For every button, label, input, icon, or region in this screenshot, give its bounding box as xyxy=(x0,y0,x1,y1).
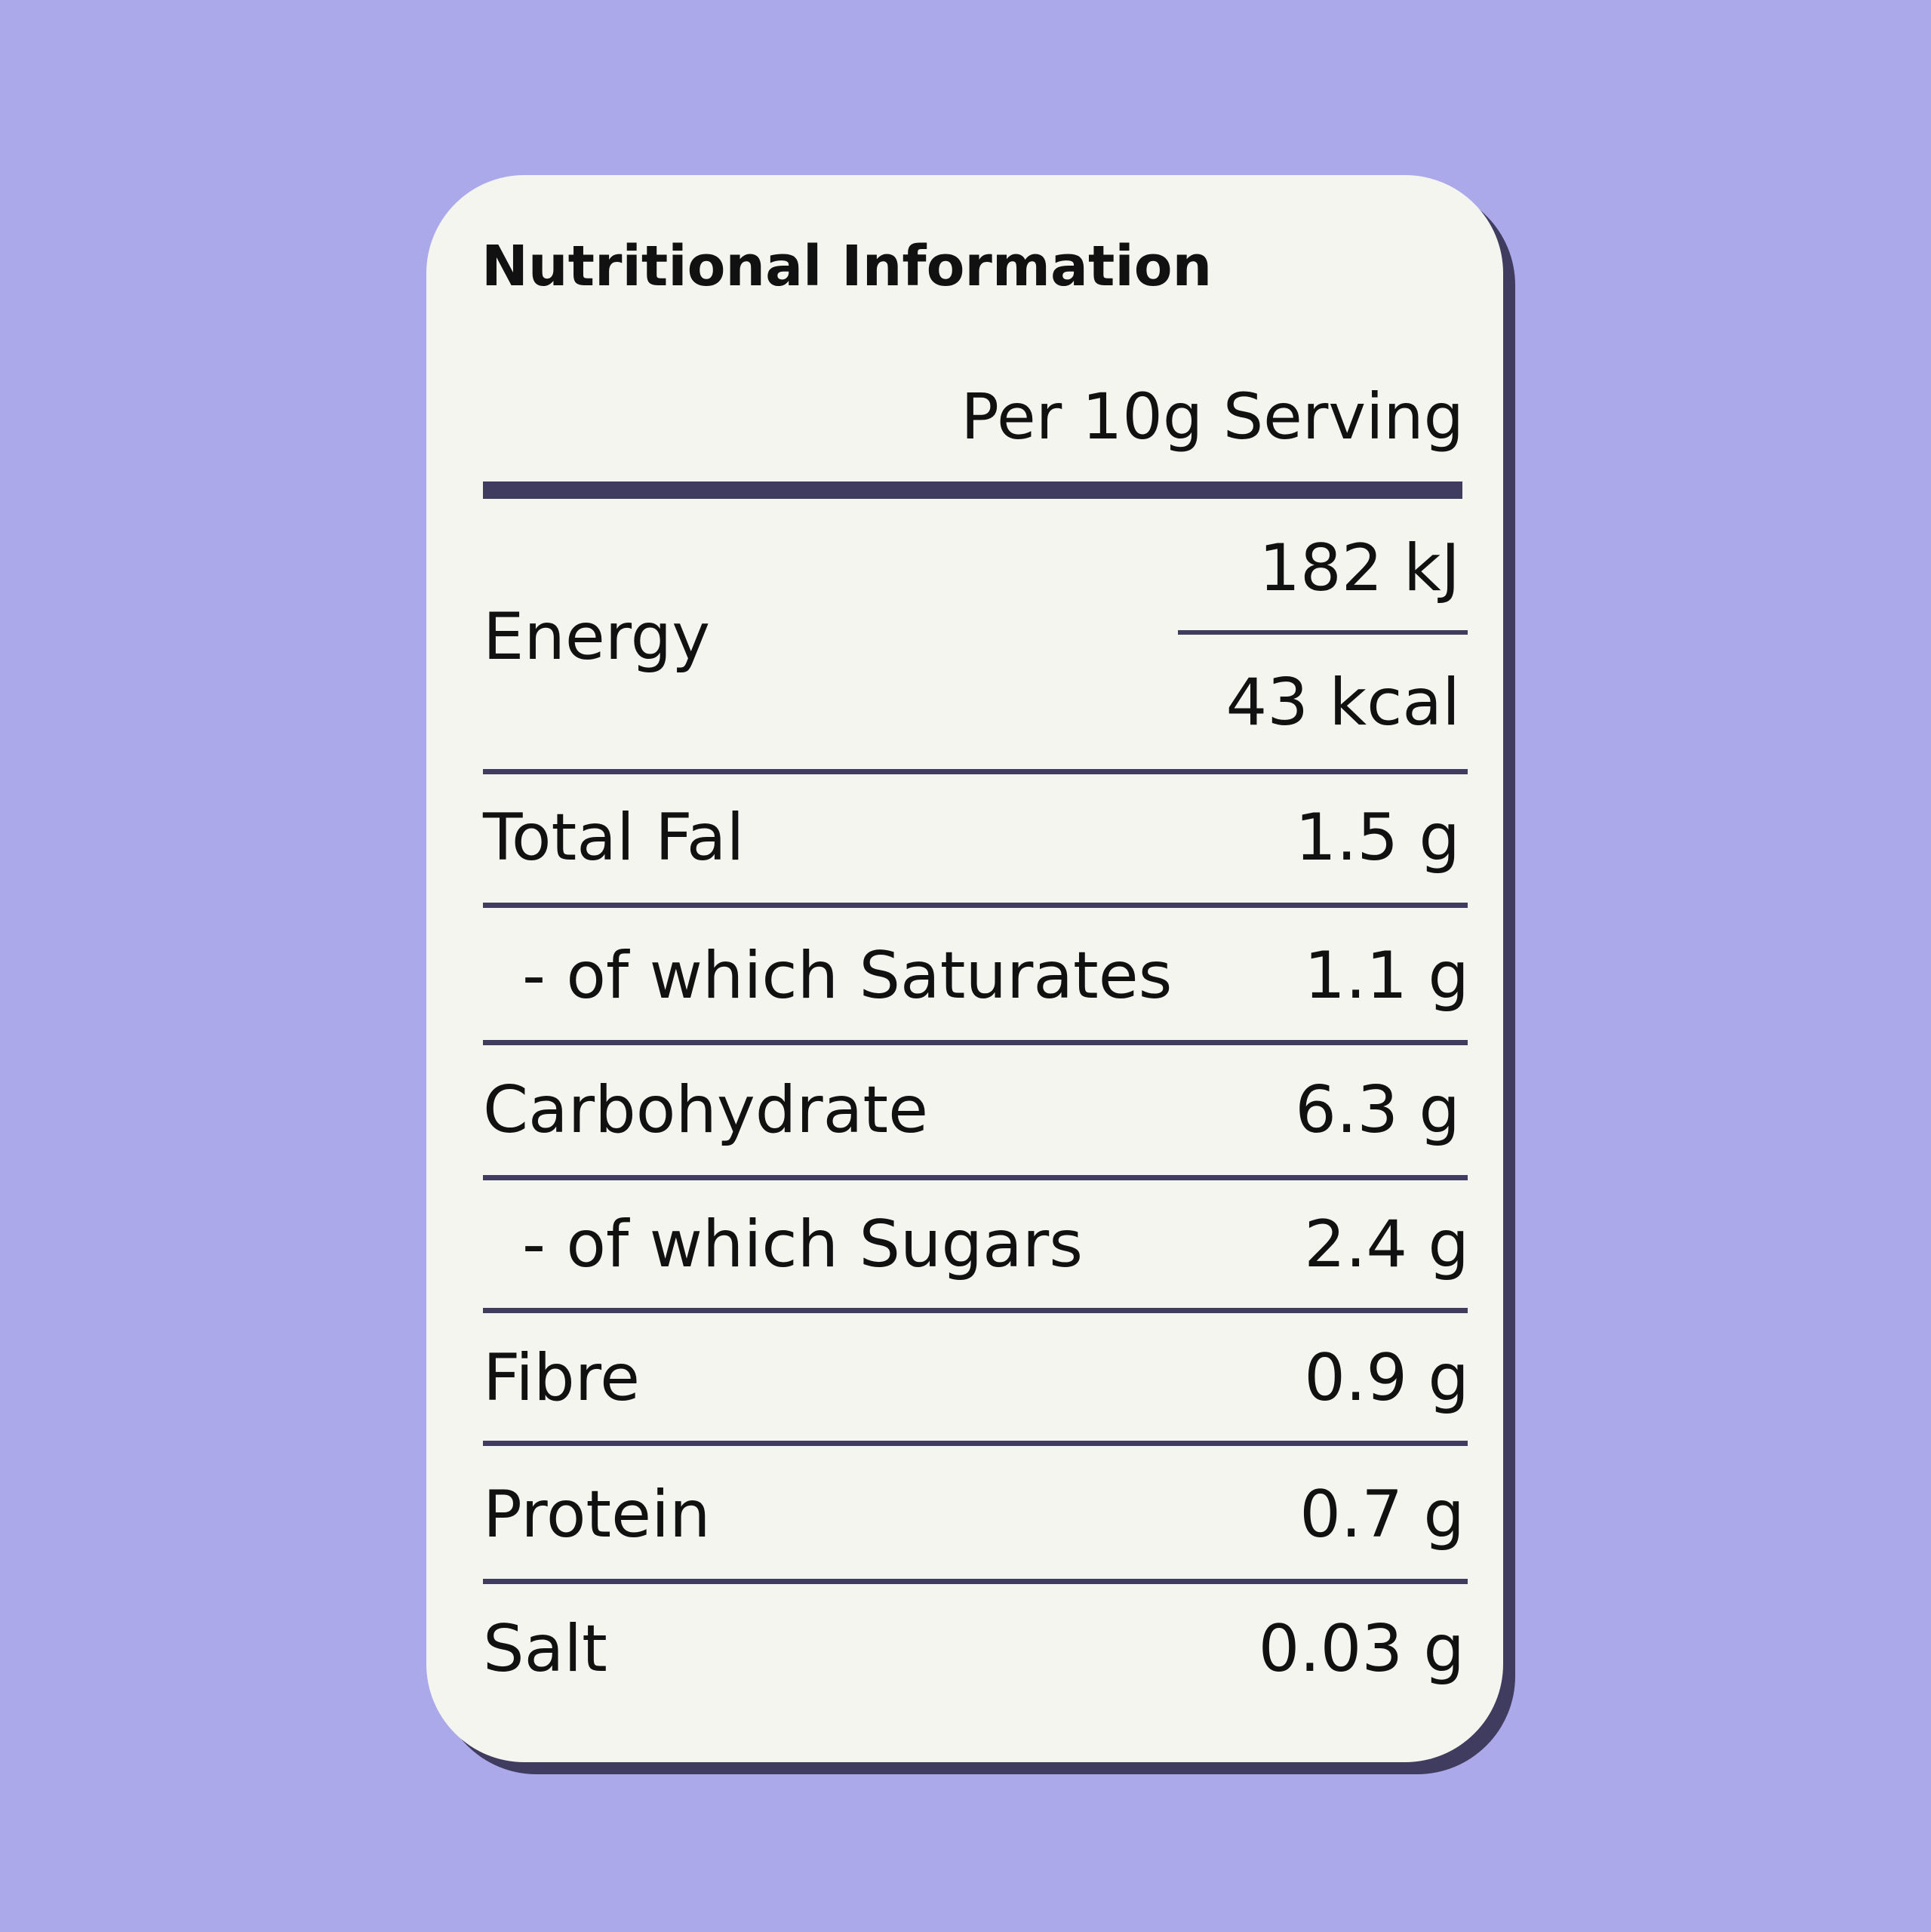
row-divider xyxy=(483,769,1468,774)
energy-kcal-value: 43 kcal xyxy=(1225,665,1460,740)
nutrition-card xyxy=(426,175,1503,1762)
card-title: Nutritional Information xyxy=(481,234,1213,299)
row-value-protein: 0.7 g xyxy=(1299,1477,1465,1552)
row-label-total-fat: Total Fal xyxy=(483,800,745,875)
row-value-saturates: 1.1 g xyxy=(1304,938,1469,1014)
row-value-carbohydrate: 6.3 g xyxy=(1295,1072,1460,1148)
row-value-total-fat: 1.5 g xyxy=(1295,800,1460,875)
row-divider xyxy=(483,1040,1468,1045)
row-label-saturates: - of which Saturates xyxy=(522,938,1173,1014)
row-divider xyxy=(483,1579,1468,1584)
row-label-salt: Salt xyxy=(483,1611,607,1687)
row-value-sugars: 2.4 g xyxy=(1304,1207,1469,1282)
row-label-sugars: - of which Sugars xyxy=(522,1207,1084,1282)
header-divider xyxy=(483,481,1462,499)
row-divider xyxy=(483,1175,1468,1180)
energy-label: Energy xyxy=(483,599,711,675)
column-header: Per 10g Serving xyxy=(961,380,1464,454)
row-divider xyxy=(483,1308,1468,1313)
row-divider xyxy=(483,1441,1468,1446)
row-label-fibre: Fibre xyxy=(483,1340,641,1416)
row-divider xyxy=(483,903,1468,908)
row-label-protein: Protein xyxy=(483,1477,711,1552)
energy-divider xyxy=(1178,630,1468,635)
row-value-salt: 0.03 g xyxy=(1258,1611,1465,1687)
energy-kj-value: 182 kJ xyxy=(1259,531,1460,606)
row-value-fibre: 0.9 g xyxy=(1304,1340,1469,1416)
row-label-carbohydrate: Carbohydrate xyxy=(483,1072,928,1148)
